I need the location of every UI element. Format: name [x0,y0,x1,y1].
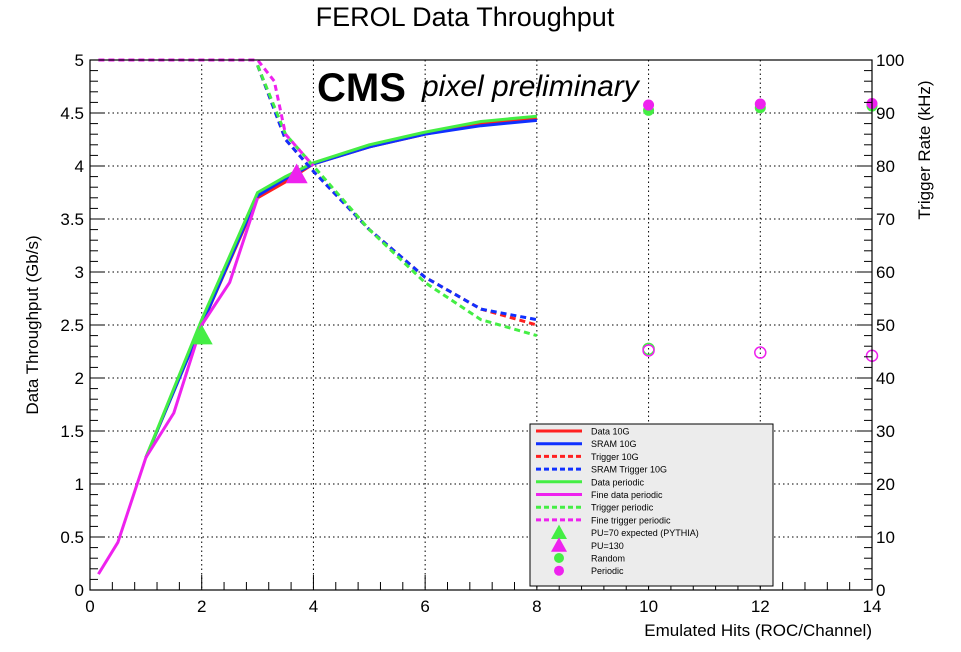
triangle-marker [285,163,308,184]
x-tick-label: 14 [863,597,882,616]
y-tick-label: 1 [75,475,84,494]
axes: 0 2 4 6 8 10 12 1400.511.522.533.544.5501020304… [60,51,904,616]
y-right-tick-label: 90 [876,104,895,123]
y-tick-label: 2 [75,369,84,388]
y-right-tick-label: 80 [876,157,895,176]
y-tick-label: 3 [75,263,84,282]
legend-label: Periodic [591,566,624,576]
x-axis-label: Emulated Hits (ROC/Channel) [644,621,872,640]
x-tick-label: 12 [751,597,770,616]
series-line-sram-10g [144,118,538,459]
filled-circle-point [754,98,766,110]
legend-label: SRAM 10G [591,439,637,449]
y-right-tick-label: 40 [876,369,895,388]
legend: Data 10G SRAM 10G Trigger 10G SRAM Trigger … [529,423,774,587]
y-tick-label: 0.5 [60,528,84,547]
y-axis-right-label: Trigger Rate (kHz) [915,80,934,219]
y-right-tick-label: 20 [876,475,895,494]
y-tick-label: 5 [75,51,84,70]
legend-label: Data 10G [591,427,630,437]
legend-swatch-circle [554,565,564,576]
y-right-tick-label: 100 [876,51,904,70]
legend-label: Trigger periodic [591,503,654,513]
x-tick-label: 8 [532,597,541,616]
x-tick-label: 2 [197,597,206,616]
filled-circle-point [643,99,655,111]
preliminary-label: pixel preliminary [421,70,641,103]
y-right-tick-label: 70 [876,210,895,229]
y-tick-label: 1.5 [60,422,84,441]
y-axis-label: Data Throughput (Gb/s) [23,235,42,414]
series-line-data-periodic [144,114,538,459]
legend-label: Fine data periodic [591,490,663,500]
legend-entries: Data 10G SRAM 10G Trigger 10G SRAM Trigger … [536,427,699,576]
legend-label: Random [591,554,625,564]
y-right-tick-label: 60 [876,263,895,282]
legend-label: Trigger 10G [591,452,639,462]
y-tick-label: 0 [75,581,84,600]
x-tick-label: 0 [85,597,94,616]
y-right-tick-label: 10 [876,528,895,547]
series-line-fine-data-periodic [97,197,260,575]
legend-swatch-circle [554,553,564,563]
data-markers [190,97,879,362]
cms-label: CMS [317,66,406,110]
triangle-marker [190,324,213,345]
y-tick-label: 3.5 [60,210,84,229]
open-circle-point [754,346,767,359]
legend-label: PU=70 expected (PYTHIA) [591,528,699,538]
legend-label: SRAM Trigger 10G [591,465,667,475]
legend-label: Fine trigger periodic [591,515,671,525]
y-tick-label: 4.5 [60,104,84,123]
x-tick-label: 10 [639,597,658,616]
x-tick-label: 4 [309,597,318,616]
open-circle-point [642,344,655,357]
legend-box [529,423,774,587]
legend-label: PU=130 [591,541,624,551]
y-right-tick-label: 50 [876,316,895,335]
series-line-data-10g [144,116,538,459]
chart-title: FEROL Data Throughput [316,2,615,32]
y-tick-label: 2.5 [60,316,84,335]
series-line-fine-trigger-periodic [98,58,315,167]
series-lines [97,58,538,575]
legend-swatch-triangle [551,524,567,539]
y-tick-label: 4 [75,157,84,176]
y-right-tick-label: 30 [876,422,895,441]
y-right-tick-label: 0 [876,581,885,600]
x-tick-label: 6 [420,597,429,616]
legend-swatch-triangle [551,537,567,552]
legend-label: Data periodic [591,477,645,487]
